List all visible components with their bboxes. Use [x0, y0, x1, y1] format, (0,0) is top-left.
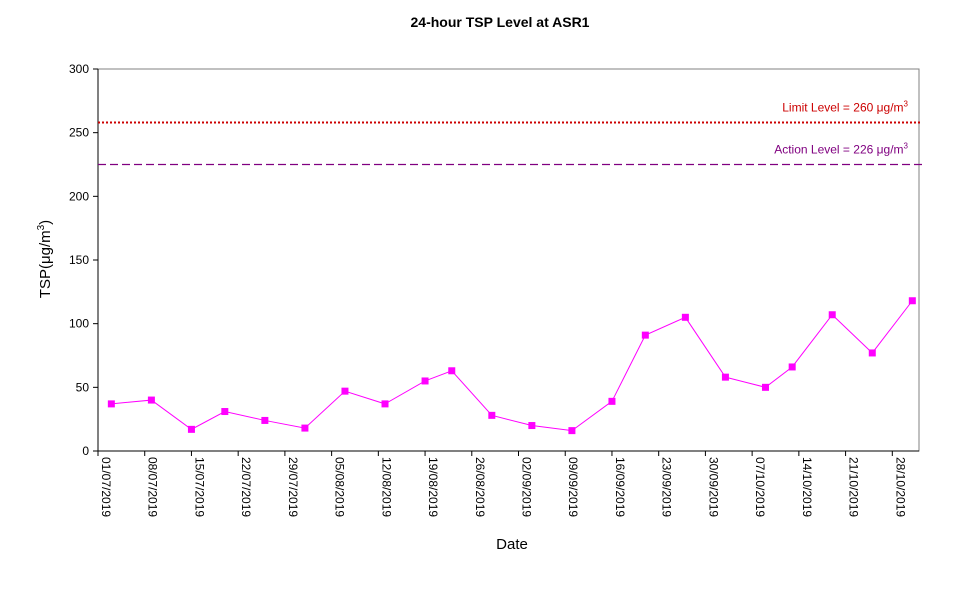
x-tick-label: 01/07/2019: [99, 457, 113, 517]
data-point: [187, 425, 195, 433]
y-axis-title-main: TSP(μg/m: [37, 230, 54, 298]
data-point: [341, 387, 349, 395]
x-tick-label: 28/10/2019: [893, 457, 907, 517]
y-tick-label: 50: [76, 380, 90, 394]
x-tick-label: 12/08/2019: [379, 457, 393, 517]
data-point: [421, 377, 429, 385]
reference-label-0: Limit Level = 260 μg/m3: [782, 99, 908, 114]
data-point: [641, 331, 649, 339]
data-point: [147, 396, 155, 404]
x-tick-label: 16/09/2019: [613, 457, 627, 517]
data-point: [788, 363, 796, 371]
data-point: [568, 427, 576, 435]
y-tick-label: 100: [69, 317, 89, 331]
y-tick-label: 200: [69, 189, 89, 203]
data-point: [381, 400, 389, 408]
reference-label-text: Limit Level = 260 μg/m: [782, 100, 903, 114]
data-point: [761, 383, 769, 391]
y-tick-label: 150: [69, 253, 89, 267]
data-point: [221, 408, 229, 416]
reference-label-1: Action Level = 226 μg/m3: [774, 142, 908, 157]
data-point: [528, 422, 536, 430]
plot-area: 0 50 100 150 200 250 300 01/07/2019 08/07/2019 15…: [69, 62, 922, 517]
x-tick-label: 26/08/2019: [473, 457, 487, 517]
data-point: [828, 311, 836, 319]
chart-title: 24-hour TSP Level at ASR1: [411, 14, 590, 30]
y-tick-label: 0: [82, 444, 89, 458]
plot-frame: [97, 68, 920, 452]
data-point: [261, 416, 269, 424]
data-point: [301, 424, 309, 432]
x-tick-label: 23/09/2019: [660, 457, 674, 517]
x-tick-label: 05/08/2019: [333, 457, 347, 517]
x-tick-label: 02/09/2019: [520, 457, 534, 517]
data-point: [868, 349, 876, 357]
y-axis-title-close: ): [37, 220, 54, 225]
x-tick-label: 14/10/2019: [800, 457, 814, 517]
data-point: [488, 411, 496, 419]
x-tick-label: 21/10/2019: [847, 457, 861, 517]
x-tick-label: 29/07/2019: [286, 457, 300, 517]
x-tick-label: 22/07/2019: [239, 457, 253, 517]
x-tick-label: 08/07/2019: [146, 457, 160, 517]
data-point: [448, 367, 456, 375]
y-tick-label: 300: [69, 62, 89, 76]
y-tick-label: 250: [69, 126, 89, 140]
x-tick-label: 07/10/2019: [753, 457, 767, 517]
x-tick-label: 30/09/2019: [706, 457, 720, 517]
data-point: [908, 297, 916, 305]
data-point: [721, 373, 729, 381]
y-axis-title: TSP(μg/m3): [36, 220, 54, 298]
reference-label-sup: 3: [904, 142, 909, 151]
reference-label-sup: 3: [904, 99, 909, 108]
x-axis-title: Date: [496, 536, 528, 553]
series-line-0: [111, 300, 913, 432]
x-tick-label: 09/09/2019: [566, 457, 580, 517]
data-point: [608, 397, 616, 405]
x-tick-label: 15/07/2019: [192, 457, 206, 517]
x-tick-label: 19/08/2019: [426, 457, 440, 517]
data-point: [681, 313, 689, 321]
y-axis-title-sup: 3: [36, 224, 47, 230]
reference-label-text: Action Level = 226 μg/m: [774, 143, 903, 157]
data-point: [107, 400, 115, 408]
